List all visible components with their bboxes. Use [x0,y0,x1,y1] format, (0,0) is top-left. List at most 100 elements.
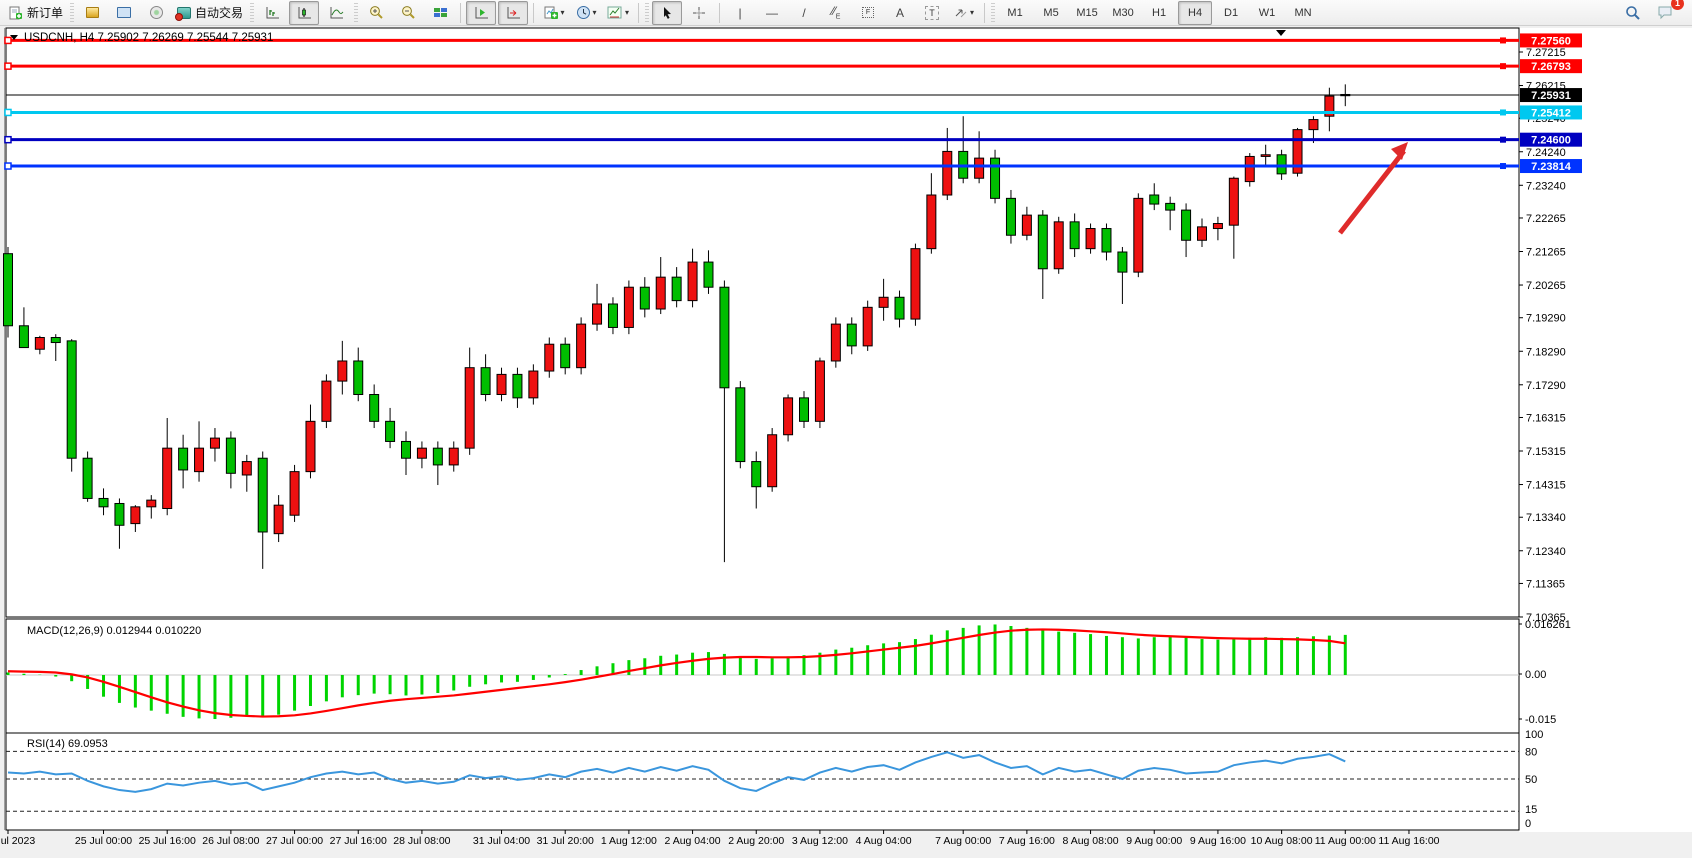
tab-timeframe-w1[interactable]: W1 [1258,6,1276,19]
candle[interactable] [1228,177,1239,226]
candle[interactable] [464,367,475,449]
autotrading-button[interactable]: 自动交易 [173,1,247,25]
auto-scroll-button[interactable] [498,0,529,25]
fibonacci-button[interactable]: F [853,1,883,25]
text-label-button[interactable]: T [917,1,947,25]
candle[interactable] [703,261,714,288]
line-anchor-handle[interactable] [4,36,12,45]
tab-timeframe-d1[interactable]: D1 [1224,6,1239,19]
candle[interactable] [225,437,236,474]
tab-timeframe-h4[interactable]: H4 [1178,0,1213,25]
time-axis-label[interactable]: 7 Aug 16:00 [999,835,1055,847]
time-axis-label[interactable]: 4 Aug 04:00 [856,835,912,847]
candle[interactable] [862,306,873,347]
candle[interactable] [1117,251,1128,273]
candle[interactable] [990,157,1001,199]
tile-windows-button[interactable] [425,1,455,25]
candle[interactable] [1308,119,1319,131]
candle[interactable] [576,323,587,369]
line-anchor-handle[interactable] [1500,136,1506,143]
candle[interactable] [401,440,411,459]
search-button[interactable] [1618,1,1648,25]
chart-shift-marker[interactable] [1276,30,1286,36]
candle[interactable] [592,303,603,325]
time-axis-label[interactable]: 10 Aug 08:00 [1251,835,1313,847]
chart-window[interactable]: 7.272157.262157.252407.242407.232407.222… [0,26,1692,853]
time-axis-label[interactable]: 25 Jul 00:00 [75,835,132,847]
chart-shift-button[interactable] [466,0,497,25]
candle[interactable] [114,502,125,526]
candle[interactable] [432,447,443,466]
line-anchor-handle[interactable] [1500,109,1506,116]
candle[interactable] [1037,214,1048,270]
candle[interactable] [98,497,109,508]
time-axis-label[interactable]: 26 Jul 08:00 [202,835,259,847]
candle[interactable] [1053,221,1064,270]
symbol-dropdown-icon[interactable] [10,35,18,40]
periods-button[interactable]: ▾ [571,1,601,25]
candle[interactable] [241,461,252,476]
candle[interactable] [369,394,380,422]
candle[interactable] [1324,95,1335,117]
candle[interactable] [1021,214,1032,236]
candle[interactable] [560,343,571,369]
candle[interactable] [480,367,491,396]
candle[interactable] [878,296,889,308]
candle[interactable] [942,150,953,196]
time-axis-label[interactable]: 1 Aug 12:00 [601,835,657,847]
tab-timeframe-m30[interactable]: M30 [1112,6,1134,19]
candle[interactable] [416,447,427,459]
candle[interactable] [1165,202,1176,211]
candle[interactable] [66,340,77,459]
candle[interactable] [1149,194,1160,205]
candle[interactable] [671,276,682,302]
candle[interactable] [1069,221,1080,250]
candle[interactable] [385,420,396,442]
candle[interactable] [1244,155,1255,183]
candle[interactable] [209,437,220,449]
candle[interactable] [639,286,650,310]
candle[interactable] [894,296,905,320]
candle[interactable] [18,325,29,349]
arrow-annotation[interactable] [1338,149,1406,235]
tab-timeframe-m15[interactable]: M15 [1076,6,1098,19]
candle[interactable] [926,194,937,250]
time-axis-label[interactable]: 2 Aug 20:00 [728,835,784,847]
text-button[interactable]: A [896,5,905,20]
candle[interactable] [830,323,841,362]
time-axis-label[interactable]: 9 Aug 00:00 [1126,835,1182,847]
time-axis-label[interactable]: 31 Jul 20:00 [537,835,594,847]
zoom-out-button[interactable] [393,1,423,25]
market-watch-button[interactable] [77,1,107,25]
candle[interactable] [783,397,794,436]
candle[interactable] [687,261,698,302]
candle[interactable] [1197,226,1207,241]
candle[interactable] [623,286,634,328]
line-chart-button[interactable] [321,1,351,25]
candle[interactable] [846,323,857,347]
rsi-panel[interactable] [5,732,1520,831]
candle[interactable] [512,373,523,399]
arrows-button[interactable]: ▾ [949,1,979,25]
candle[interactable] [496,373,507,396]
time-axis-label[interactable]: 8 Aug 08:00 [1063,835,1119,847]
bar-chart-button[interactable] [257,1,287,25]
candle[interactable] [353,360,364,396]
candle[interactable] [305,420,316,473]
tab-timeframe-m5[interactable]: M5 [1043,6,1059,19]
time-axis-label[interactable]: 11 Aug 00:00 [1315,835,1376,847]
candle[interactable] [321,380,332,422]
trendline-button[interactable]: / [802,5,806,20]
candle[interactable] [337,360,348,382]
time-axis-label[interactable]: 11 Aug 16:00 [1378,835,1439,847]
line-anchor-handle[interactable] [4,62,12,70]
candle[interactable] [1292,129,1303,174]
candle[interactable] [528,370,539,399]
tab-timeframe-mn[interactable]: MN [1294,6,1312,19]
notifications-button[interactable]: 1 [1650,0,1684,25]
candle[interactable] [448,447,459,466]
signals-button[interactable] [141,1,171,25]
candle[interactable] [257,457,268,533]
candle[interactable] [1260,154,1271,157]
time-axis-label[interactable]: 24 Jul 2023 [0,835,35,847]
